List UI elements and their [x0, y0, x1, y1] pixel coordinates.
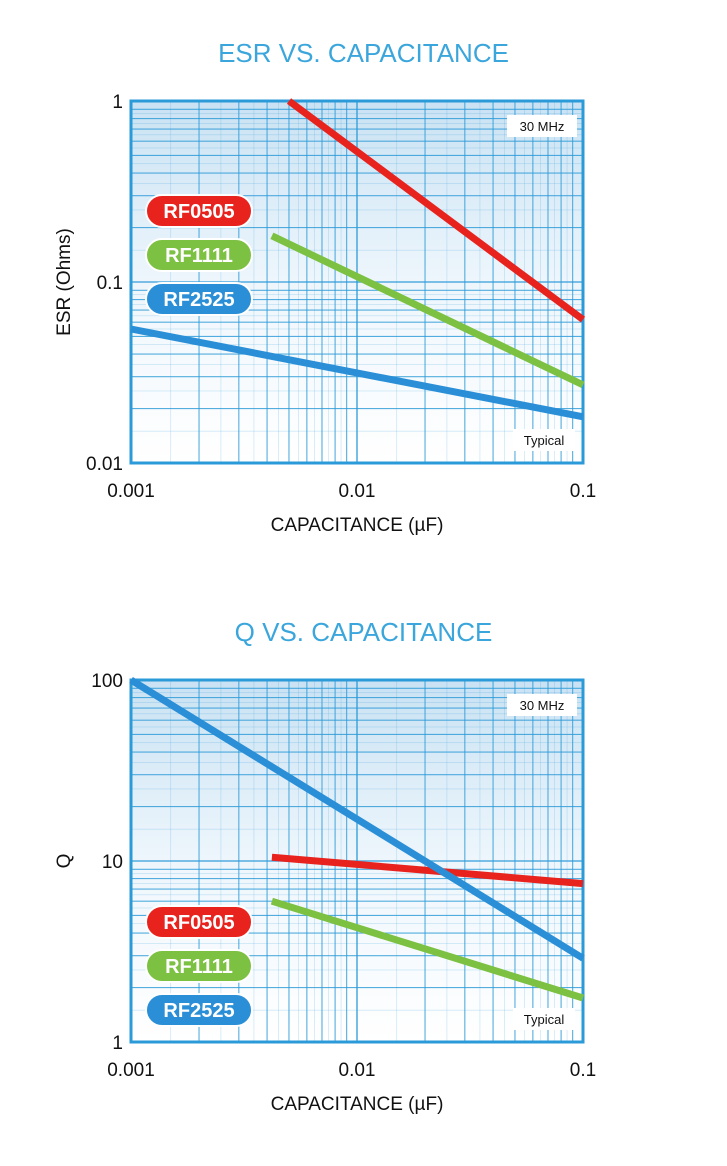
- esr-chart: 0.001 0.01 0.1 1 0.1 0.01 CAPACITANCE (µF) ESR …: [54, 92, 596, 536]
- annotation-box: [513, 429, 575, 451]
- y-tick-label: 1: [112, 1033, 123, 1054]
- y-tick-label: 100: [91, 671, 123, 692]
- legend-pill-rf0505: [145, 905, 253, 939]
- x-axis-label: CAPACITANCE (µF): [271, 515, 444, 536]
- annotation-typical: Typical: [524, 1012, 565, 1027]
- series-line-rf2525: [130, 325, 584, 421]
- plot-frame: [129, 678, 585, 1044]
- y-tick-label: 1: [112, 92, 123, 113]
- x-tick-label: 0.01: [339, 481, 376, 502]
- x-tick-label: 0.01: [339, 1060, 376, 1081]
- series-line-rf0505: [271, 853, 584, 888]
- x-tick-label: 0.1: [570, 481, 596, 502]
- legend-pill-rf2525: [145, 282, 253, 316]
- legend-label: RF0505: [163, 201, 234, 223]
- series-line-rf1111: [270, 897, 585, 1002]
- y-axis-label: ESR (Ohms): [54, 228, 75, 336]
- x-tick-label: 0.1: [570, 1060, 596, 1081]
- legend-label: RF1111: [165, 245, 233, 267]
- annotation-frequency: 30 MHz: [520, 119, 565, 134]
- legend-label: RF2525: [163, 1000, 234, 1022]
- chart-title: ESR VS. CAPACITANCE: [218, 38, 509, 68]
- series-line-rf2525: [129, 677, 585, 962]
- annotation-box: [513, 1008, 575, 1030]
- annotation-box: [507, 115, 577, 137]
- y-tick-label: 0.1: [97, 273, 123, 294]
- y-tick-label: 0.01: [86, 454, 123, 475]
- plot-frame: [129, 99, 585, 465]
- series-line-rf0505: [286, 98, 586, 323]
- y-tick-label: 10: [102, 852, 123, 873]
- annotation-box: [507, 694, 577, 716]
- annotation-typical: Typical: [524, 433, 565, 448]
- x-tick-label: 0.001: [107, 481, 155, 502]
- legend-label: RF0505: [163, 912, 234, 934]
- chart-title: Q VS. CAPACITANCE: [234, 617, 493, 647]
- legend-label: RF1111: [165, 956, 233, 978]
- grid: [130, 680, 583, 1043]
- y-axis-label: Q: [54, 854, 75, 869]
- legend-pill-rf2525: [145, 993, 253, 1027]
- x-axis-label: CAPACITANCE (µF): [271, 1094, 444, 1115]
- legend-pill-rf1111: [145, 238, 253, 272]
- annotation-frequency: 30 MHz: [520, 698, 565, 713]
- x-tick-label: 0.001: [107, 1060, 155, 1081]
- series-line-rf1111: [270, 232, 585, 389]
- legend-pill-rf0505: [145, 194, 253, 228]
- legend-pill-rf1111: [145, 949, 253, 983]
- legend-label: RF2525: [163, 289, 234, 311]
